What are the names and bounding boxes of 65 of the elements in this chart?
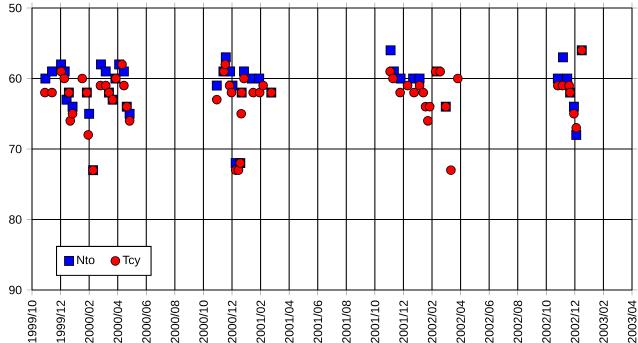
point [47,66,57,76]
x-tick-label: 2002/06 [484,300,494,343]
x-tick-label: 2001/06 [313,300,322,343]
point [100,80,111,90]
point [124,116,134,126]
point [435,66,445,76]
point [409,88,419,98]
point [119,80,129,90]
legend-label: Nto [77,256,94,264]
x-tick-label: 2001/04 [284,300,294,343]
y-tick-label: 60 [9,74,22,83]
x-tick-label: 2000/02 [84,300,94,343]
point [117,60,127,70]
point [47,88,57,98]
point [424,102,434,112]
y-tick-label: 90 [9,286,22,294]
x-tick-label: 2003/02 [599,300,608,343]
point [40,74,50,84]
x-tick-label: 2002/08 [513,300,522,343]
point [226,88,236,98]
point [59,74,70,84]
x-tick-label: 1999/10 [28,300,36,343]
point [220,60,230,70]
x-tick-label: 2002/02 [428,300,436,343]
point [388,74,398,84]
point [386,45,396,56]
x-tick-label: 2000/08 [170,300,180,343]
x-tick-label: 2001/10 [370,300,380,343]
point [414,80,424,90]
point [446,165,456,175]
x-tick-label: 2001/12 [399,300,408,343]
x-tick-label: 2000/10 [199,300,208,343]
point [212,80,222,90]
point [418,88,428,98]
x-tick-label: 2001/08 [342,300,351,343]
point [571,123,582,133]
y-tick-label: 80 [9,215,22,224]
point [68,108,78,119]
x-tick-label: 2000/12 [228,300,236,343]
x-tick-label: 2001/02 [256,300,265,343]
x-tick-label: 2000/06 [142,300,151,343]
point [236,108,246,119]
point [558,52,568,62]
point [453,74,463,84]
point [402,80,412,90]
point [569,108,579,119]
x-tick-label: 2002/12 [570,300,580,343]
x-tick-label: 1999/12 [56,300,65,343]
point [83,130,94,140]
legend-label: Tcy [122,256,140,267]
x-tick-label: 2002/04 [456,300,465,343]
point [84,108,94,119]
point [100,66,111,76]
point [423,116,433,126]
point [395,88,405,98]
point [77,74,88,84]
x-tick-label: 2002/10 [542,300,551,343]
point [254,88,264,98]
y-tick-label: 50 [9,4,22,12]
y-tick-label: 70 [9,144,22,154]
point [258,80,268,90]
x-tick-label: 2000/04 [113,300,122,343]
point [239,74,249,84]
x-tick-label: 2003/04 [628,300,636,343]
point [212,94,222,104]
